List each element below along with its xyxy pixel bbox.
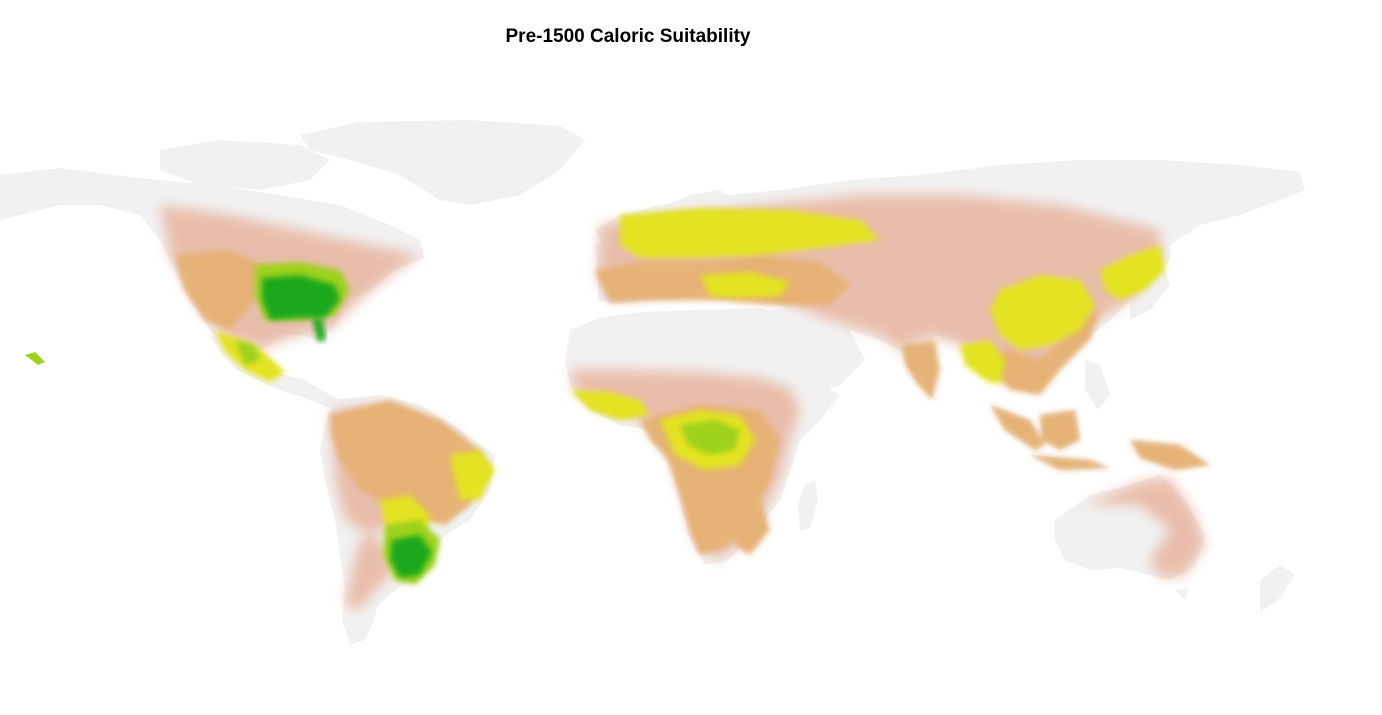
new-zealand xyxy=(1260,565,1295,612)
philippines xyxy=(1085,360,1110,410)
tasmania xyxy=(1175,588,1188,600)
arctic-islands xyxy=(160,140,330,190)
japan xyxy=(1130,270,1170,320)
arabia xyxy=(770,305,865,395)
madagascar xyxy=(798,480,818,530)
small-islands xyxy=(25,352,45,365)
greenland xyxy=(300,120,585,205)
florida xyxy=(312,318,326,342)
suitability-highest xyxy=(262,275,432,578)
map-title: Pre-1500 Caloric Suitability xyxy=(505,26,751,47)
